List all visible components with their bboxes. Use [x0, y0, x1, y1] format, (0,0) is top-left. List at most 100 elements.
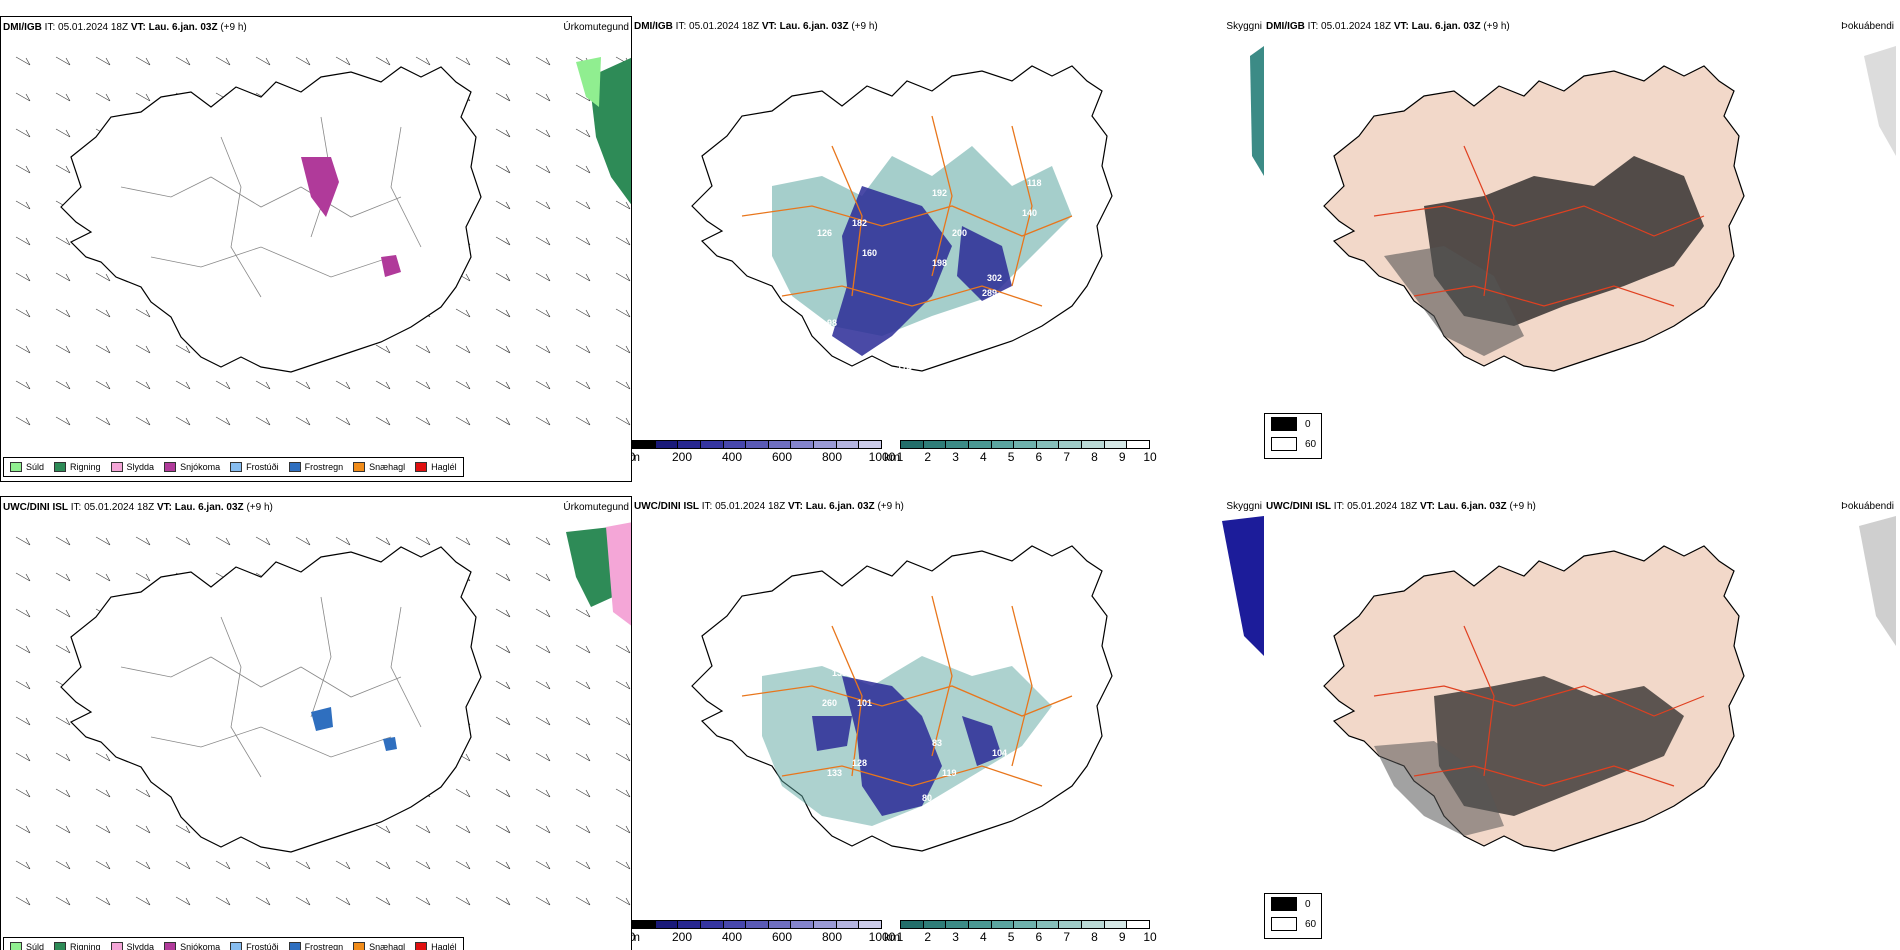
wind-barb — [15, 164, 31, 174]
wind-barb — [55, 824, 71, 834]
colorbar-tick: 7 — [1063, 930, 1070, 944]
legend-swatch — [415, 942, 428, 950]
cloud-base-value: 118 — [1027, 178, 1042, 188]
cloud-base-area — [832, 186, 1012, 356]
wind-barb — [535, 572, 551, 582]
cloud-base-value: 160 — [862, 248, 877, 258]
precip-type-panel-top: DMI/IGB IT: 05.01.2024 18Z VT: Lau. 6.ja… — [0, 16, 632, 482]
wind-barb — [375, 860, 391, 870]
colorbar-swatch — [1014, 441, 1037, 448]
sleet-area — [606, 522, 631, 626]
wind-barb — [215, 896, 231, 906]
wind-barb — [255, 56, 271, 66]
wind-barb — [135, 416, 151, 426]
cloud-base-value: 192 — [932, 188, 947, 198]
wind-barb — [55, 416, 71, 426]
colorbar-tick: 2 — [924, 930, 932, 944]
wind-barb — [15, 56, 31, 66]
legend-drizzle: Súld — [10, 942, 44, 950]
legend-label: Snæhagl — [369, 462, 406, 472]
legend-label: Rigning — [70, 462, 101, 472]
iceland-map-svg — [15, 522, 631, 906]
wind-barb — [135, 572, 151, 582]
wind-barb — [135, 380, 151, 390]
it-value: 05.01.2024 18Z — [715, 501, 786, 512]
visibility-colorbar-boxes — [900, 440, 1150, 449]
wind-barb — [455, 344, 471, 354]
road-network — [1373, 625, 1705, 787]
lead-time: (+9 h) — [877, 501, 904, 512]
legend-freezing-drizzle: Frostúði — [230, 942, 279, 950]
wind-barb — [615, 344, 631, 354]
cloud-base-value: 182 — [852, 218, 867, 228]
cloud-base-value: 119 — [942, 768, 957, 778]
wind-barb — [15, 896, 31, 906]
cloud-base-value: 169 — [912, 348, 927, 358]
fog-legend-label: 0 — [1305, 418, 1311, 430]
wind-barb — [375, 896, 391, 906]
drizzle-area — [576, 57, 601, 107]
wind-barb — [495, 680, 511, 690]
legend-label: Haglél — [431, 942, 457, 950]
legend-hail: Haglél — [415, 462, 457, 472]
wind-barb — [335, 536, 351, 546]
fog-legend-label: 0 — [1305, 898, 1311, 910]
wind-barb — [455, 824, 471, 834]
wind-barb — [255, 380, 271, 390]
wind-barb — [535, 56, 551, 66]
wind-barb — [575, 380, 591, 390]
wind-barb — [535, 416, 551, 426]
wind-barb — [575, 644, 591, 654]
wind-barb — [575, 308, 591, 318]
fog-map — [1264, 516, 1896, 916]
wind-barb — [535, 644, 551, 654]
legend-drizzle: Súld — [10, 462, 44, 472]
road-network — [741, 595, 1073, 787]
wind-barb — [615, 896, 631, 906]
wind-barb — [15, 752, 31, 762]
cloud-base-colorbar-boxes — [632, 440, 882, 449]
wind-barb — [535, 788, 551, 798]
wind-barb — [415, 416, 431, 426]
wind-barb — [135, 92, 151, 102]
legend-label: Súld — [26, 462, 45, 472]
fog-swatch — [1271, 417, 1297, 431]
lead-time: (+9 h) — [1509, 501, 1536, 512]
wind-barb — [375, 56, 391, 66]
wind-barb — [55, 308, 71, 318]
legend-label: Frostúði — [246, 462, 279, 472]
roads — [120, 116, 422, 298]
wind-barb — [55, 164, 71, 174]
legend-label: Slydda — [126, 942, 155, 950]
fog-map — [1264, 36, 1896, 436]
it-value: 05.01.2024 18Z — [1347, 501, 1418, 512]
colorbar-tick: 4 — [979, 450, 987, 464]
wind-barb — [615, 788, 631, 798]
roads — [120, 596, 422, 778]
panel-title: Þokuábendi — [1841, 501, 1894, 512]
wind-barb — [575, 752, 591, 762]
legend-swatch — [230, 942, 243, 950]
wind-barb — [15, 716, 31, 726]
wind-barb — [15, 416, 31, 426]
colorbar-swatch — [791, 441, 815, 448]
colorbar-swatch — [814, 441, 837, 448]
wind-barb — [495, 128, 511, 138]
cloud-base-unit: m — [632, 450, 640, 464]
wind-barb — [175, 860, 191, 870]
cloud-base-value: 91 — [932, 328, 942, 338]
wind-barb — [495, 752, 511, 762]
wind-barb — [495, 788, 511, 798]
vt-label: VT: — [130, 22, 146, 33]
legend-rain: Rigning — [54, 462, 101, 472]
wind-barb — [455, 416, 471, 426]
colorbar-swatch — [633, 921, 656, 928]
wind-barb — [175, 56, 191, 66]
panel-title: Úrkomutegund — [563, 502, 629, 513]
wind-barb — [175, 536, 191, 546]
vt-value: Lau. 6.jan. 03Z — [1411, 21, 1481, 32]
fog-area — [1434, 676, 1684, 816]
wind-barb — [575, 128, 591, 138]
colorbar-swatch — [1082, 441, 1105, 448]
iceland-map-svg — [1323, 516, 1896, 852]
